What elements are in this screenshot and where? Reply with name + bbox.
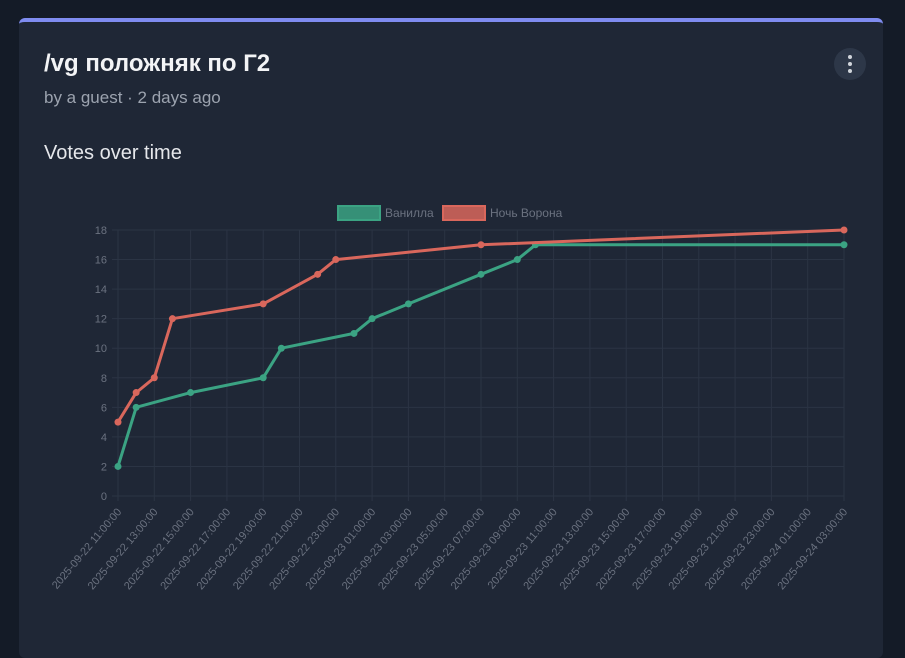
data-point xyxy=(168,315,176,323)
x-tick-label: 2025-09-22 11:00:00 xyxy=(50,506,124,591)
chart-section-title: Votes over time xyxy=(44,142,182,164)
x-tick-label: 2025-09-22 23:00:00 xyxy=(267,506,342,592)
series-line xyxy=(116,243,844,467)
x-tick-label: 2025-09-23 07:00:00 xyxy=(412,506,487,592)
y-tick-label: 10 xyxy=(95,343,107,355)
data-point xyxy=(314,270,322,278)
more-vertical-icon xyxy=(848,55,852,59)
data-point xyxy=(404,300,412,308)
data-point xyxy=(114,418,122,426)
x-tick-label: 2025-09-24 03:00:00 xyxy=(775,506,850,592)
more-vertical-icon-dot xyxy=(848,62,852,66)
x-tick-label: 2025-09-23 13:00:00 xyxy=(521,506,596,592)
y-tick-label: 0 xyxy=(101,491,107,503)
legend-swatch xyxy=(442,205,486,221)
x-tick-label: 2025-09-24 01:00:00 xyxy=(739,506,814,592)
legend-label: Ночь Ворона xyxy=(490,206,563,220)
data-point xyxy=(840,241,848,249)
legend-label: Ванилла xyxy=(385,206,434,220)
data-point xyxy=(368,315,376,323)
data-point xyxy=(513,256,521,264)
y-tick-label: 6 xyxy=(101,402,107,414)
data-point xyxy=(114,462,122,470)
data-point xyxy=(187,389,195,397)
x-tick-label: 2025-09-23 03:00:00 xyxy=(340,506,415,592)
poll-title: /vg положняк по Г2 xyxy=(44,50,271,77)
data-point xyxy=(277,344,285,352)
y-tick-label: 8 xyxy=(101,373,107,385)
y-tick-label: 14 xyxy=(95,284,107,296)
legend-swatch xyxy=(337,205,381,221)
x-tick-label: 2025-09-22 13:00:00 xyxy=(86,506,161,592)
more-options-button[interactable] xyxy=(834,48,866,80)
x-tick-label: 2025-09-23 05:00:00 xyxy=(376,506,451,592)
data-point xyxy=(350,329,358,337)
x-tick-label: 2025-09-23 21:00:00 xyxy=(667,506,742,592)
y-tick-label: 12 xyxy=(95,314,107,326)
x-tick-label: 2025-09-22 19:00:00 xyxy=(195,506,270,592)
data-point xyxy=(132,403,140,411)
poll-byline: by a guest · 2 days ago xyxy=(44,88,221,107)
y-tick-label: 16 xyxy=(95,255,107,267)
x-tick-label: 2025-09-23 11:00:00 xyxy=(486,506,560,591)
x-tick-label: 2025-09-22 21:00:00 xyxy=(231,506,306,592)
more-vertical-icon-dot xyxy=(848,69,852,73)
data-point xyxy=(150,374,158,382)
x-tick-label: 2025-09-23 19:00:00 xyxy=(630,506,705,592)
x-tick-label: 2025-09-23 17:00:00 xyxy=(594,506,669,592)
x-tick-label: 2025-09-23 09:00:00 xyxy=(449,506,524,592)
x-tick-label: 2025-09-22 17:00:00 xyxy=(158,506,233,592)
data-point xyxy=(259,374,267,382)
data-point xyxy=(259,300,267,308)
data-point xyxy=(332,256,340,264)
y-tick-label: 18 xyxy=(95,225,107,237)
poll-card: /vg положняк по Г2 by a guest · 2 days a… xyxy=(19,18,883,658)
data-point xyxy=(477,241,485,249)
data-point xyxy=(840,226,848,234)
x-tick-label: 2025-09-22 15:00:00 xyxy=(122,506,197,592)
data-point xyxy=(477,270,485,278)
y-tick-label: 4 xyxy=(101,432,107,444)
x-tick-label: 2025-09-23 01:00:00 xyxy=(304,506,379,592)
x-tick-label: 2025-09-23 15:00:00 xyxy=(558,506,633,592)
y-tick-label: 2 xyxy=(101,461,107,473)
x-tick-label: 2025-09-23 23:00:00 xyxy=(703,506,778,592)
data-point xyxy=(132,389,140,397)
